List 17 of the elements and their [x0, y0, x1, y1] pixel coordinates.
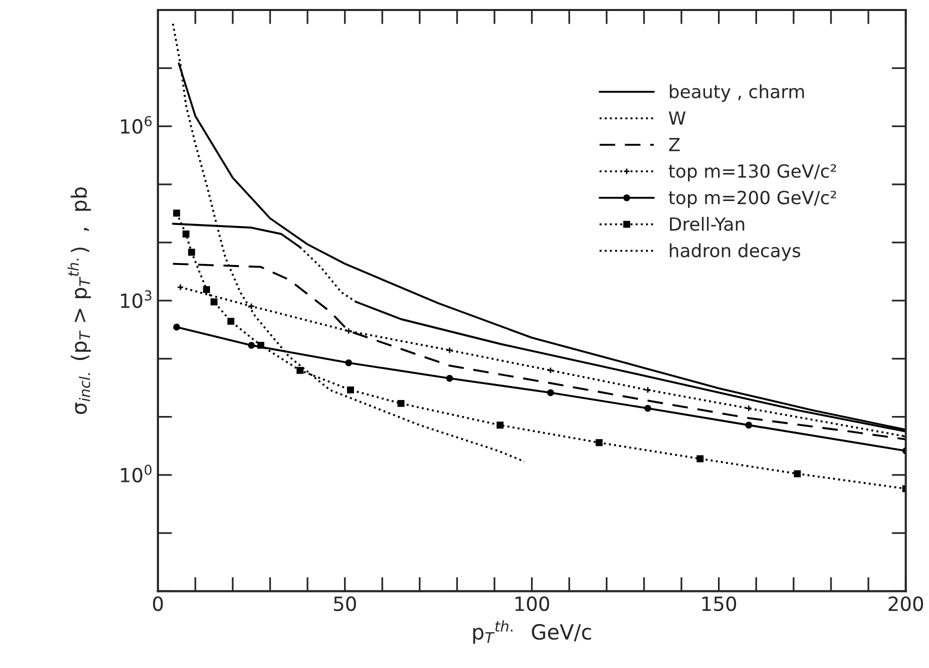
- x-tick-label: 200: [888, 596, 924, 612]
- y-axis-title: σ$_{incl.}$ (p$_{T}$ > p$_{T}$$^{th.}$) , pb: [68, 187, 91, 414]
- y-tick-label: 10$^{3}$: [120, 290, 152, 308]
- x-tick-label: 50: [334, 596, 356, 612]
- text: p$_{T}$$^{th.}$ GeV/c: [473, 620, 592, 644]
- x-tick-label: 150: [702, 596, 736, 612]
- legend-label: W: [668, 111, 686, 125]
- y-tick-label: 10$^{0}$: [120, 464, 152, 482]
- x-tick-label: 0: [153, 596, 163, 612]
- legend-label: beauty , charm: [670, 84, 804, 102]
- legend-label: hadron decays: [670, 243, 800, 261]
- y-tick-label: 10$^{6}$: [120, 116, 152, 134]
- x-tick-label: 100: [515, 596, 550, 612]
- legend-label: top m=130 GeV/c²: [668, 164, 836, 182]
- legend-label: Z: [669, 138, 680, 152]
- legend-label: Drell-Yan: [670, 216, 744, 231]
- legend-label: top m=200 GeV/c²: [668, 190, 836, 208]
